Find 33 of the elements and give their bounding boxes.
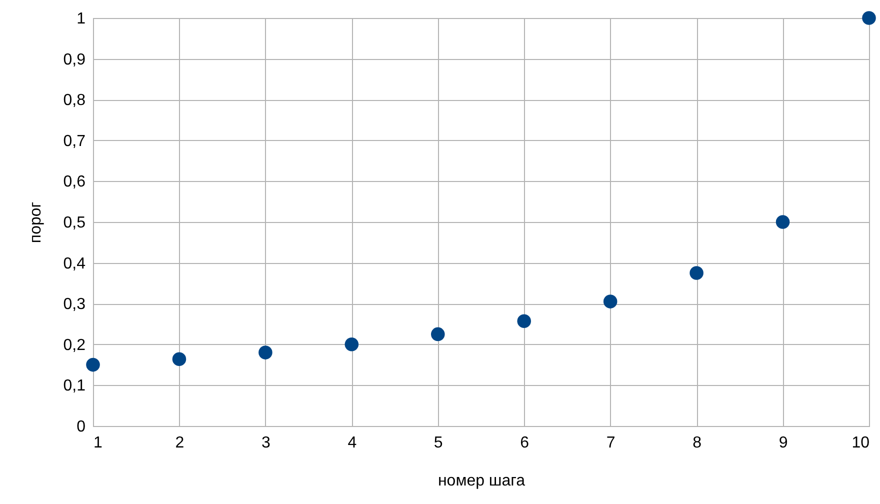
y-tick-label: 0,4 [63,255,86,272]
x-axis-title: номер шага [438,472,526,490]
point [690,266,704,280]
y-tick-label: 0,9 [63,51,86,68]
point [776,215,790,229]
y-tick-label: 0,7 [63,132,86,150]
y-tick-label: 0,8 [63,92,86,110]
x-tick-label: 4 [348,434,357,452]
x-tick-label: 2 [175,434,184,452]
x-tick-label: 8 [692,434,702,452]
y-axis-title: порог [27,202,44,244]
point [86,358,100,372]
point [603,294,618,308]
x-tick-label: 1 [94,434,102,452]
point [430,327,445,342]
x-tick-label: 7 [606,434,616,452]
x-tick-label: 6 [520,434,530,452]
point [517,314,532,328]
point [258,346,272,360]
y-tick-label: 0,5 [63,214,86,232]
y-tick-label: 0,2 [63,336,86,354]
x-tick-label: 10 [852,434,870,452]
y-tick-label: 0,3 [63,296,86,314]
x-tick-label: 5 [434,434,443,452]
y-tick-label: 0 [76,418,86,436]
y-tick-label: 0,1 [63,378,86,395]
point [862,11,876,25]
x-tick-label: 3 [261,434,270,452]
point [344,338,359,352]
point [172,352,186,366]
y-tick-label: 0,6 [63,174,86,191]
x-tick-label: 9 [778,434,788,452]
y-tick-label: 1 [76,10,86,28]
